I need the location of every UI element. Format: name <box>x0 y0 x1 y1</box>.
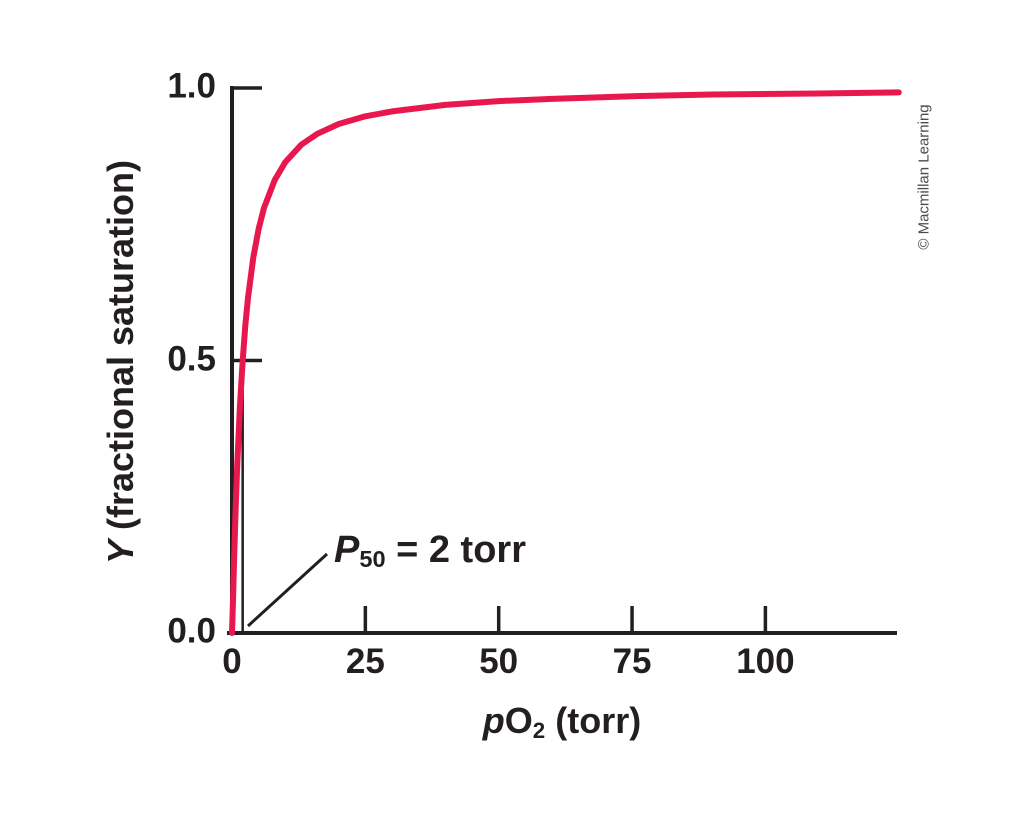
tick-marks <box>230 86 768 632</box>
p50-subscript: 50 <box>359 546 386 573</box>
annotation-leader-line <box>246 552 329 628</box>
x-tick-label: 0 <box>222 642 242 681</box>
y-tick-label: 0.5 <box>167 338 216 378</box>
y-tick-label: 1.0 <box>167 66 216 106</box>
p50-annotation: P50 = 2 torr <box>334 529 526 573</box>
x-axis-title-base: O <box>504 700 533 742</box>
x-tick-label: 100 <box>736 642 795 681</box>
x-tick-label: 50 <box>479 642 519 681</box>
x-axis-title-text: (torr) <box>545 700 642 742</box>
y-axis-title-symbol: Y <box>100 540 141 565</box>
x-tick-label: 75 <box>612 642 652 681</box>
x-axis-title-subscript: 2 <box>532 717 546 743</box>
p50-value-text: = 2 torr <box>385 528 527 571</box>
x-axis-title: pO2 (torr) <box>483 700 641 744</box>
saturation-curve <box>229 89 902 636</box>
x-axis-title-symbol: p <box>482 700 505 742</box>
copyright-label: © Macmillan Learning <box>915 104 933 250</box>
p50-symbol: P <box>334 528 360 571</box>
y-tick-label: 0.0 <box>167 611 216 651</box>
x-tick-label: 25 <box>345 642 385 681</box>
